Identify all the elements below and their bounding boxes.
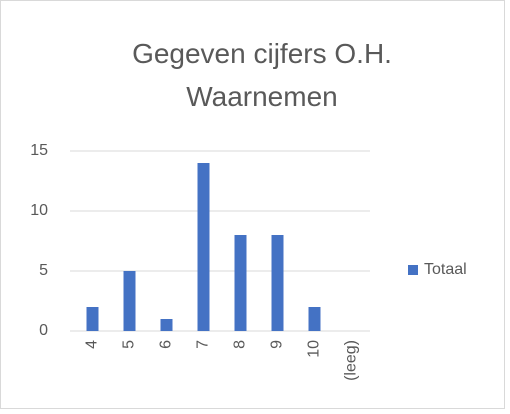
x-tick-label: 9 [269, 340, 286, 349]
x-tick-label: 8 [232, 340, 249, 349]
x-tick-label: 6 [158, 340, 175, 349]
y-tick-label: 10 [30, 202, 48, 219]
x-tick-label: 4 [84, 340, 101, 349]
y-tick-label: 0 [39, 322, 48, 339]
chart-title: Gegeven cijfers O.H. Waarnemen [132, 38, 392, 112]
bar [271, 235, 284, 331]
x-tick-label: 5 [121, 340, 138, 349]
x-tick-label: 10 [306, 340, 323, 358]
bar [123, 271, 136, 331]
legend-swatch [408, 265, 418, 275]
legend-label: Totaal [424, 261, 467, 278]
y-tick-label: 5 [39, 262, 48, 279]
x-tick-label: (leeg) [343, 340, 360, 381]
bar [234, 235, 247, 331]
bar [197, 163, 210, 331]
x-tick-label: 7 [195, 340, 212, 349]
bar [160, 319, 173, 331]
bar [308, 307, 321, 331]
bar [86, 307, 99, 331]
chart-border [0, 0, 505, 409]
y-tick-label: 15 [30, 142, 48, 159]
